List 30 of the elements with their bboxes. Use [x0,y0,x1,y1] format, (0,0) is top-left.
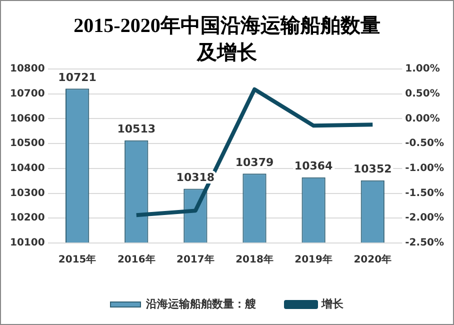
y-tick-label: 10600 [10,113,45,124]
data-label: 10721 [58,70,96,84]
x-tick-label: 2016年 [117,254,156,266]
data-label: 10352 [353,162,392,176]
y2-tick-label: -2.50% [405,238,444,249]
x-tick-label: 2015年 [58,254,96,266]
y2-tick-label: 0.50% [405,88,440,100]
data-label: 10513 [117,122,156,136]
y2-tick-label: 0.00% [405,113,440,124]
y2-tick-label: -0.50% [405,138,444,150]
legend-label: 沿海运输船舶数量：艘 [145,297,256,310]
y2-tick-label: -2.00% [405,212,444,224]
y2-tick-label: -1.00% [405,163,444,174]
chart-title: 2015-2020年中国沿海运输船舶数量及增长 [72,14,382,66]
y2-tick-label: -1.50% [405,188,444,199]
y-tick-label: 10200 [10,212,45,224]
legend-label: 增长 [320,297,344,310]
data-label: 10364 [294,160,334,173]
y-tick-label: 10500 [10,138,45,150]
y-tick-label: 10300 [10,188,45,199]
y-tick-label: 10400 [10,163,45,174]
x-tick-label: 2020年 [354,254,392,266]
y-tick-label: 10700 [10,88,45,100]
data-label: 10379 [235,156,274,170]
y2-tick-label: 1.00% [405,64,440,75]
x-tick-label: 2019年 [294,254,332,266]
x-tick-label: 2018年 [236,254,274,266]
y-tick-label: 10800 [10,64,45,75]
x-tick-label: 2017年 [176,254,214,266]
y-tick-label: 10100 [10,238,45,249]
